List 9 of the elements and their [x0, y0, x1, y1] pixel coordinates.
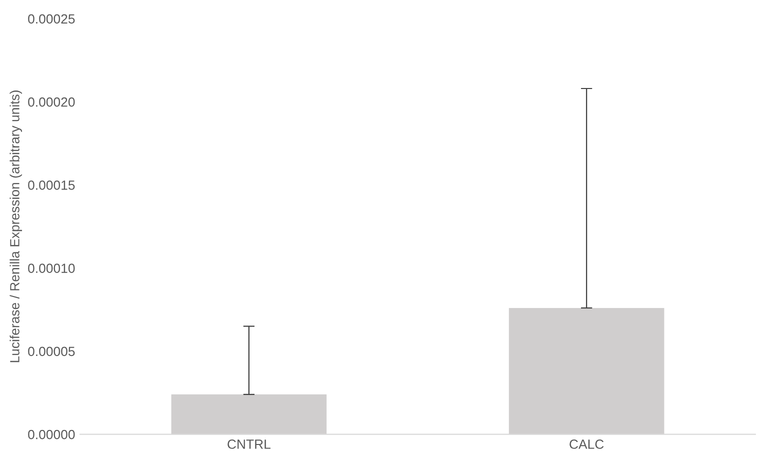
y-tick-label: 0.00025	[28, 14, 75, 24]
y-axis-title: Luciferase / Renilla Expression (arbitrary units)	[10, 90, 22, 362]
y-tick-label: 0.00000	[28, 430, 75, 440]
y-tick-label: 0.00020	[28, 97, 75, 107]
y-tick-label: 0.00005	[28, 346, 75, 356]
y-tick-label: 0.00015	[28, 180, 75, 190]
x-tick-label: CALC	[570, 440, 604, 449]
x-tick-label: CNTRL	[228, 440, 270, 449]
y-tick-label: 0.00010	[28, 264, 75, 273]
